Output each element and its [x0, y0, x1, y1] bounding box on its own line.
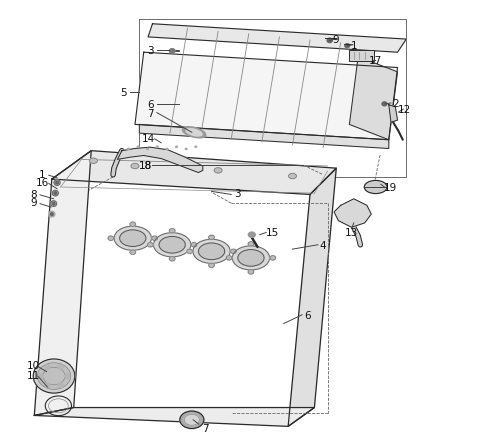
Ellipse shape — [214, 168, 222, 173]
Ellipse shape — [232, 246, 270, 270]
Text: 9: 9 — [30, 198, 37, 208]
Polygon shape — [139, 125, 389, 149]
Ellipse shape — [248, 242, 254, 247]
Polygon shape — [135, 53, 397, 141]
Ellipse shape — [195, 147, 197, 148]
Ellipse shape — [147, 243, 153, 247]
Ellipse shape — [50, 201, 57, 207]
Ellipse shape — [147, 149, 148, 150]
Ellipse shape — [169, 257, 175, 261]
Text: 9: 9 — [332, 35, 339, 45]
Ellipse shape — [248, 233, 255, 238]
Ellipse shape — [270, 256, 276, 261]
Ellipse shape — [54, 192, 57, 195]
Ellipse shape — [154, 233, 191, 257]
Ellipse shape — [156, 147, 158, 148]
Ellipse shape — [185, 149, 187, 150]
Polygon shape — [148, 25, 406, 53]
Text: 19: 19 — [384, 183, 397, 193]
Polygon shape — [35, 408, 314, 426]
Text: 13: 13 — [345, 227, 358, 237]
Ellipse shape — [130, 251, 136, 255]
Ellipse shape — [58, 365, 63, 369]
Ellipse shape — [45, 383, 50, 388]
Ellipse shape — [230, 250, 236, 254]
Text: 10: 10 — [27, 360, 40, 370]
Polygon shape — [288, 169, 336, 426]
Ellipse shape — [54, 180, 60, 186]
Text: 18: 18 — [139, 161, 153, 171]
Text: 6: 6 — [147, 99, 154, 110]
Polygon shape — [35, 151, 91, 416]
Text: 1: 1 — [39, 170, 46, 180]
Ellipse shape — [248, 270, 254, 275]
Ellipse shape — [52, 191, 59, 197]
Polygon shape — [118, 148, 203, 173]
Ellipse shape — [33, 359, 75, 393]
Ellipse shape — [130, 223, 136, 227]
Ellipse shape — [108, 237, 114, 241]
Ellipse shape — [209, 236, 215, 240]
Ellipse shape — [327, 39, 332, 43]
Text: 3: 3 — [147, 46, 154, 57]
Text: 8: 8 — [30, 189, 37, 199]
Text: 3: 3 — [234, 189, 240, 199]
Ellipse shape — [152, 237, 157, 241]
Ellipse shape — [226, 256, 232, 261]
Ellipse shape — [45, 365, 50, 369]
Ellipse shape — [364, 181, 387, 194]
Polygon shape — [349, 57, 397, 141]
Ellipse shape — [180, 411, 204, 428]
Ellipse shape — [198, 244, 225, 260]
Ellipse shape — [52, 203, 55, 205]
Text: 16: 16 — [36, 178, 49, 188]
Ellipse shape — [50, 213, 53, 216]
Ellipse shape — [64, 374, 70, 378]
Ellipse shape — [382, 102, 387, 106]
Ellipse shape — [120, 230, 146, 247]
Text: 7: 7 — [202, 423, 208, 433]
Polygon shape — [389, 106, 397, 123]
Ellipse shape — [191, 243, 197, 247]
Text: 4: 4 — [320, 240, 326, 250]
Ellipse shape — [184, 414, 200, 425]
Ellipse shape — [56, 182, 59, 184]
Text: 2: 2 — [392, 99, 399, 109]
Ellipse shape — [238, 250, 264, 267]
Text: 18: 18 — [139, 161, 153, 171]
Ellipse shape — [176, 147, 178, 148]
Ellipse shape — [187, 250, 192, 254]
Ellipse shape — [182, 127, 206, 138]
Ellipse shape — [345, 45, 349, 49]
Ellipse shape — [169, 229, 175, 233]
Text: 6: 6 — [304, 310, 311, 320]
Ellipse shape — [169, 49, 175, 54]
Ellipse shape — [166, 149, 168, 150]
Ellipse shape — [38, 374, 44, 378]
Ellipse shape — [37, 363, 71, 389]
Polygon shape — [334, 199, 372, 228]
Text: 11: 11 — [27, 370, 40, 380]
Ellipse shape — [58, 383, 63, 388]
Text: 1: 1 — [350, 41, 357, 51]
FancyBboxPatch shape — [348, 50, 374, 62]
Ellipse shape — [49, 212, 55, 218]
Text: 7: 7 — [147, 108, 154, 118]
Ellipse shape — [137, 147, 139, 148]
Ellipse shape — [159, 237, 185, 254]
Text: 14: 14 — [142, 133, 155, 143]
Ellipse shape — [89, 159, 97, 164]
Polygon shape — [52, 151, 336, 195]
Ellipse shape — [288, 174, 297, 179]
Text: 15: 15 — [266, 227, 279, 237]
Text: 12: 12 — [398, 105, 411, 115]
Text: 5: 5 — [120, 88, 126, 97]
Text: 17: 17 — [369, 56, 382, 66]
Ellipse shape — [209, 264, 215, 268]
Ellipse shape — [128, 149, 129, 150]
Ellipse shape — [186, 129, 202, 137]
Ellipse shape — [114, 226, 151, 251]
Ellipse shape — [131, 164, 139, 169]
Ellipse shape — [193, 240, 230, 264]
